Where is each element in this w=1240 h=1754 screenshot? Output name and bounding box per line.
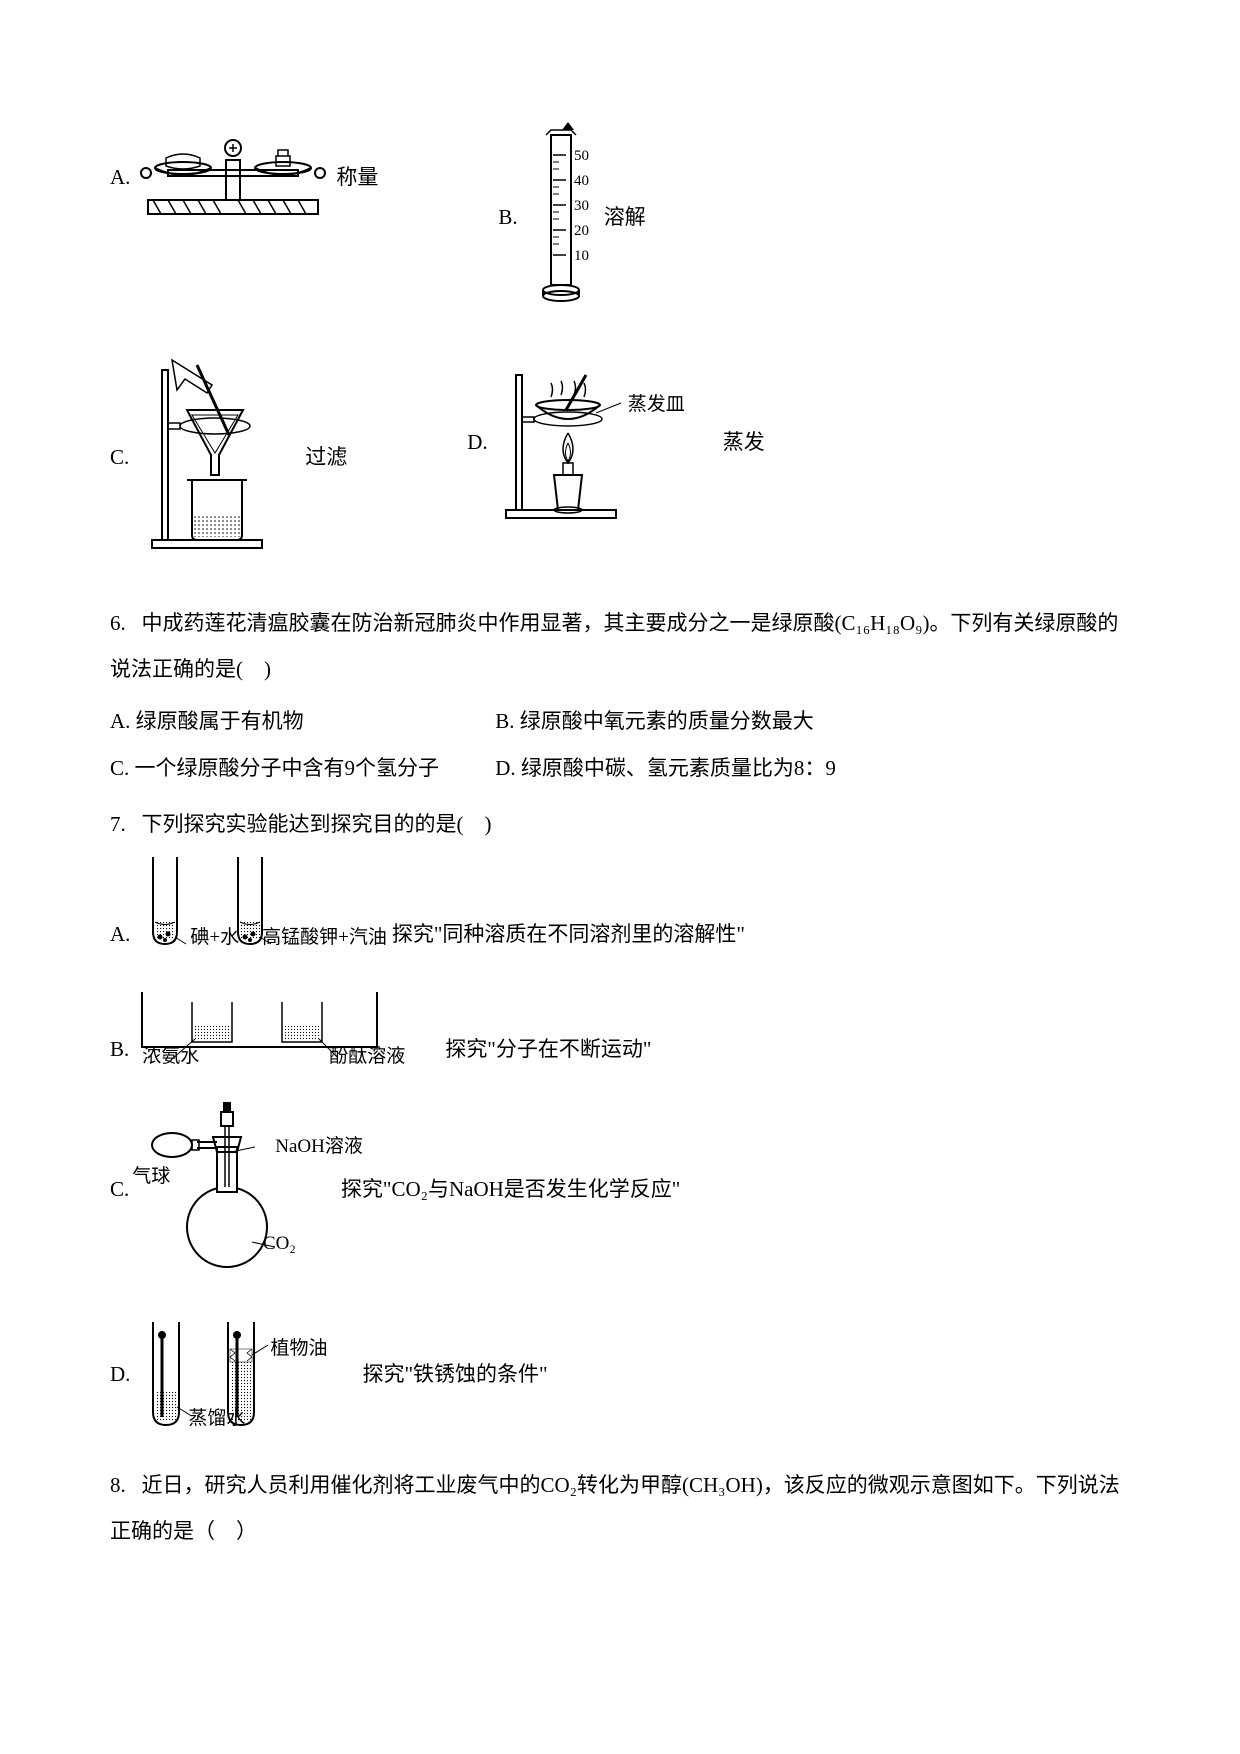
q8-stem: 8. 近日，研究人员利用催化剂将工业废气中的CO₂转化为甲醇(CH₃OH)，该反… — [110, 1462, 1130, 1554]
optC-caption: 过滤 — [305, 434, 347, 480]
q7-num: 7. — [110, 812, 126, 836]
q6-optA: A. 绿原酸属于有机物 — [110, 698, 490, 744]
evaporate-diagram — [496, 355, 696, 530]
q7B-text: 探究"分子在不断运动" — [445, 1026, 651, 1072]
q7B-label: B. — [110, 1026, 129, 1072]
q7A-text: 探究"同种溶质在不同溶剂里的溶解性" — [392, 911, 745, 957]
svg-text:30: 30 — [574, 198, 589, 214]
q7C-text: 探究"CO₂与NaOH是否发生化学反应" — [341, 1166, 680, 1212]
q8-pre: 近日，研究人员利用催化剂将工业废气中的 — [142, 1473, 541, 1497]
q7B-lbl2: 酚酞溶液 — [329, 1036, 405, 1078]
q8-f1: CO₂ — [541, 1473, 578, 1497]
q7-stem: 7. 下列探究实验能达到探究目的的是( ) — [110, 801, 1130, 847]
q8-num: 8. — [110, 1473, 126, 1497]
q7A-lbl2: 高锰酸钾+汽油 — [262, 917, 387, 959]
q7C-label: C. — [110, 1166, 129, 1212]
optB-caption: 溶解 — [604, 194, 646, 240]
cylinder-diagram: 50 40 30 20 10 — [526, 120, 596, 315]
q5-row1: A. — [110, 120, 1130, 315]
svg-text:50: 50 — [574, 148, 589, 164]
q7C-lbl2: NaOH溶液 — [275, 1131, 363, 1158]
optB-label: B. — [498, 194, 517, 240]
q6-formula: (C₁₆H₁₈O₉) — [835, 611, 930, 635]
q8-mid1: 转化为甲醇 — [577, 1473, 682, 1497]
q6-num: 6. — [110, 611, 126, 635]
optA-label: A. — [110, 154, 130, 200]
optD-caption: 蒸发 — [723, 419, 765, 465]
q6-opts-row1: A. 绿原酸属于有机物 B. 绿原酸中氧元素的质量分数最大 — [110, 698, 1130, 744]
q7B-lbl1: 浓氨水 — [142, 1036, 199, 1078]
q7-optD: D. 蒸馏水 植物油 探究"铁锈蚀的条件" — [110, 1307, 1130, 1442]
svg-text:40: 40 — [574, 173, 589, 189]
q5-optB: B. 50 40 30 — [498, 120, 645, 315]
optC-label: C. — [110, 434, 129, 480]
q6-optD: D. 绿原酸中碳、氢元素质量比为8：9 — [495, 745, 836, 791]
q7D-lbl2: 植物油 — [270, 1333, 327, 1360]
q7C-lbl3: CO₂ — [263, 1233, 296, 1255]
q6-optB: B. 绿原酸中氧元素的质量分数最大 — [495, 698, 814, 744]
q8-f2: (CH₃OH) — [682, 1473, 763, 1497]
optD-label: D. — [467, 419, 487, 465]
q7-optB: B. 浓氨水 酚酞溶液 探究"分子在不断运动" — [110, 977, 1130, 1072]
optA-caption: 称量 — [336, 154, 378, 200]
svg-text:10: 10 — [574, 248, 589, 264]
q7C-lbl1: 气球 — [132, 1161, 170, 1188]
q5-row2: C. — [110, 355, 1130, 560]
q6-stem: 6. 中成药莲花清瘟胶囊在防治新冠肺炎中作用显著，其主要成分之一是绿原酸(C₁₆… — [110, 600, 1130, 692]
q7-optA: A. 碘+水 高锰酸钾+汽油 探究"同种溶质在不同溶剂里的溶解性" — [110, 852, 1130, 957]
svg-text:20: 20 — [574, 223, 589, 239]
q7D-text: 探究"铁锈蚀的条件" — [362, 1351, 547, 1397]
optD-dish-label: 蒸发皿 — [628, 384, 685, 426]
q6-optC: C. 一个绿原酸分子中含有9个氢分子 — [110, 745, 490, 791]
q7-stem-text: 下列探究实验能达到探究目的的是( ) — [142, 812, 492, 836]
q7C-diagram — [137, 1092, 367, 1287]
q6-stem-pre: 中成药莲花清瘟胶囊在防治新冠肺炎中作用显著，其主要成分之一是绿原酸 — [142, 611, 835, 635]
q7D-lbl1: 蒸馏水 — [188, 1403, 245, 1430]
q7-optC: C. 气球 NaOH溶液 CO₂ 探究"CO₂与NaOH是否发生化学反应" — [110, 1092, 1130, 1287]
q5-optC: C. — [110, 355, 347, 560]
balance-diagram — [138, 120, 328, 235]
q6-opts-row2: C. 一个绿原酸分子中含有9个氢分子 D. 绿原酸中碳、氢元素质量比为8：9 — [110, 745, 1130, 791]
q7D-label: D. — [110, 1351, 130, 1397]
filter-diagram — [137, 355, 297, 560]
q7A-label: A. — [110, 911, 130, 957]
q5-optD: D. — [467, 355, 764, 530]
q7A-lbl1: 碘+水 — [190, 917, 239, 959]
q5-optA: A. — [110, 120, 378, 235]
